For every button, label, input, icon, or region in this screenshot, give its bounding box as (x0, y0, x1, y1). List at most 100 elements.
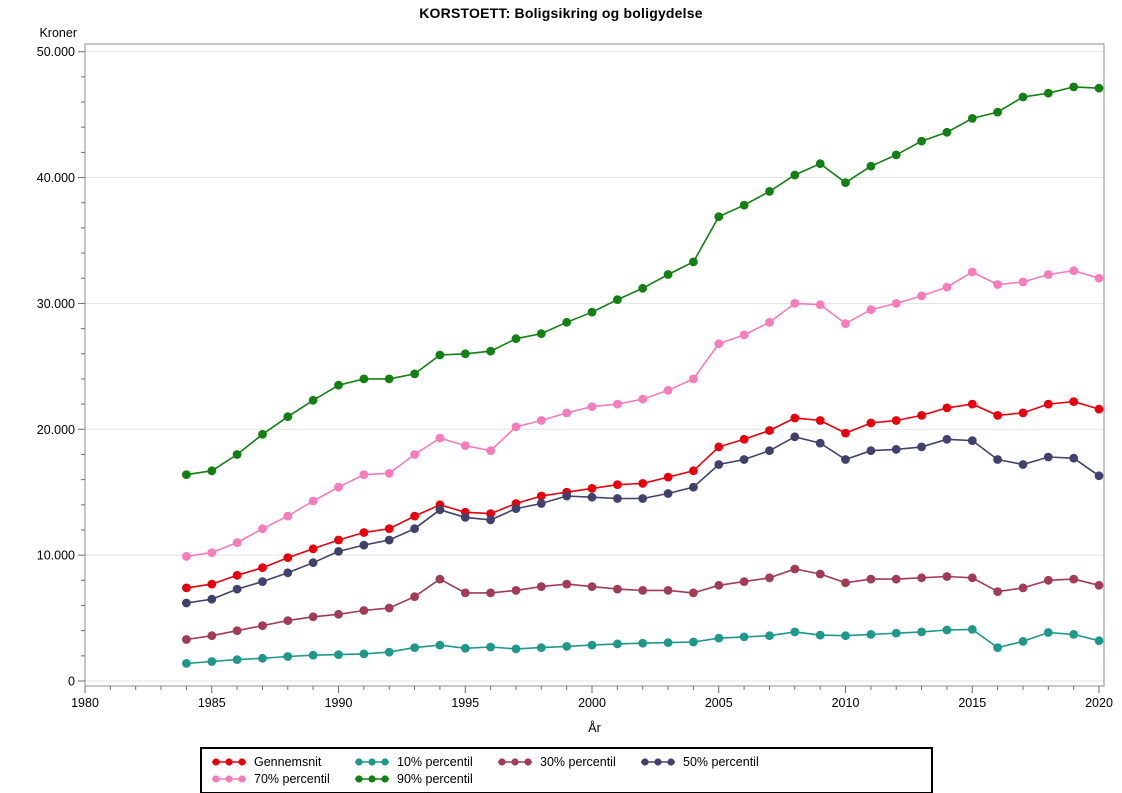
legend-marker-icon (212, 774, 246, 783)
legend-item: 90% percentil (353, 770, 496, 787)
data-point (511, 504, 521, 513)
data-point (384, 603, 394, 613)
x-tick-label: 1980 (71, 696, 99, 710)
data-point (511, 334, 521, 344)
data-point (182, 470, 191, 479)
data-point (536, 582, 546, 591)
legend-label: 50% percentil (683, 754, 759, 769)
x-tick-label: 2015 (958, 696, 986, 710)
data-point (587, 582, 597, 591)
data-point (1094, 580, 1104, 590)
y-tick-label: 50.000 (37, 45, 75, 59)
chart-title: KORSTOETT: Boligsikring og boligydelse (419, 5, 703, 21)
data-point (613, 494, 622, 503)
data-point (891, 299, 901, 308)
data-point (1069, 82, 1079, 92)
data-point (410, 511, 419, 521)
data-point (384, 374, 394, 384)
data-point (1043, 399, 1053, 409)
data-point (967, 114, 977, 123)
data-point (308, 544, 318, 554)
data-point (967, 625, 977, 634)
data-point (1094, 273, 1104, 283)
data-point (1043, 270, 1053, 279)
data-point (815, 569, 825, 579)
data-point (815, 159, 825, 169)
data-point (613, 639, 622, 649)
data-point (232, 538, 242, 547)
data-point (790, 413, 800, 423)
x-tick-label: 2000 (578, 696, 606, 710)
data-point (359, 649, 369, 659)
y-tick-label: 0 (68, 675, 75, 689)
legend-label: 30% percentil (540, 754, 616, 769)
data-point (613, 295, 622, 304)
data-point (334, 535, 343, 545)
legend-marker-icon (355, 774, 389, 783)
data-point (815, 438, 825, 448)
data-point (232, 450, 242, 459)
data-point (232, 570, 242, 580)
plot-frame (84, 43, 1105, 687)
data-point (182, 598, 191, 608)
data-point (942, 434, 952, 444)
series-50-percentil (182, 432, 1104, 608)
legend-marker-icon (212, 757, 246, 766)
data-point (739, 577, 749, 586)
data-point (207, 579, 217, 589)
x-tick-label: 2005 (705, 696, 733, 710)
data-point (891, 445, 901, 454)
data-point (689, 637, 698, 647)
data-point (613, 399, 622, 409)
data-point (1043, 452, 1053, 462)
data-point (866, 446, 876, 456)
legend-item: Gennemsnit (210, 753, 353, 770)
legend-label: 10% percentil (397, 754, 473, 769)
legend-item: 70% percentil (210, 770, 353, 787)
data-point (967, 399, 977, 409)
data-point (587, 640, 597, 650)
data-point (486, 509, 495, 518)
legend-item: 50% percentil (639, 753, 782, 770)
x-tick-label: 1985 (198, 696, 226, 710)
data-point (1069, 397, 1079, 406)
y-tick-label: 30.000 (37, 297, 75, 311)
plot-area: 0 10.000 20.000 30.000 40.000 50.000 1980 1985 1… (37, 26, 1113, 735)
data-point (663, 270, 673, 279)
data-point (689, 482, 698, 492)
data-point (942, 572, 952, 581)
data-point (815, 630, 825, 640)
data-point (765, 317, 774, 327)
data-point (790, 627, 800, 637)
data-point (993, 587, 1002, 596)
legend-label: 70% percentil (254, 771, 330, 786)
data-point (562, 408, 572, 418)
data-point (993, 107, 1002, 117)
data-point (359, 374, 369, 384)
data-point (765, 631, 774, 641)
data-point (967, 573, 977, 583)
data-point (536, 416, 546, 425)
data-point (663, 472, 673, 482)
data-point (967, 267, 977, 277)
data-point (942, 282, 952, 292)
data-point (258, 653, 267, 663)
data-point (663, 489, 673, 498)
data-point (993, 411, 1002, 420)
data-point (410, 592, 419, 602)
data-point (562, 317, 572, 327)
data-point (638, 638, 648, 648)
x-tick-label: 1990 (325, 696, 353, 710)
data-point (714, 580, 724, 590)
data-point (562, 579, 572, 589)
data-point (1018, 277, 1028, 287)
data-point (435, 350, 445, 360)
data-point (613, 584, 622, 594)
data-point (739, 455, 749, 464)
data-point (613, 480, 622, 490)
data-point (993, 280, 1002, 289)
data-point (486, 588, 495, 598)
data-point (283, 616, 293, 625)
data-point (486, 446, 495, 456)
data-point (207, 657, 217, 666)
